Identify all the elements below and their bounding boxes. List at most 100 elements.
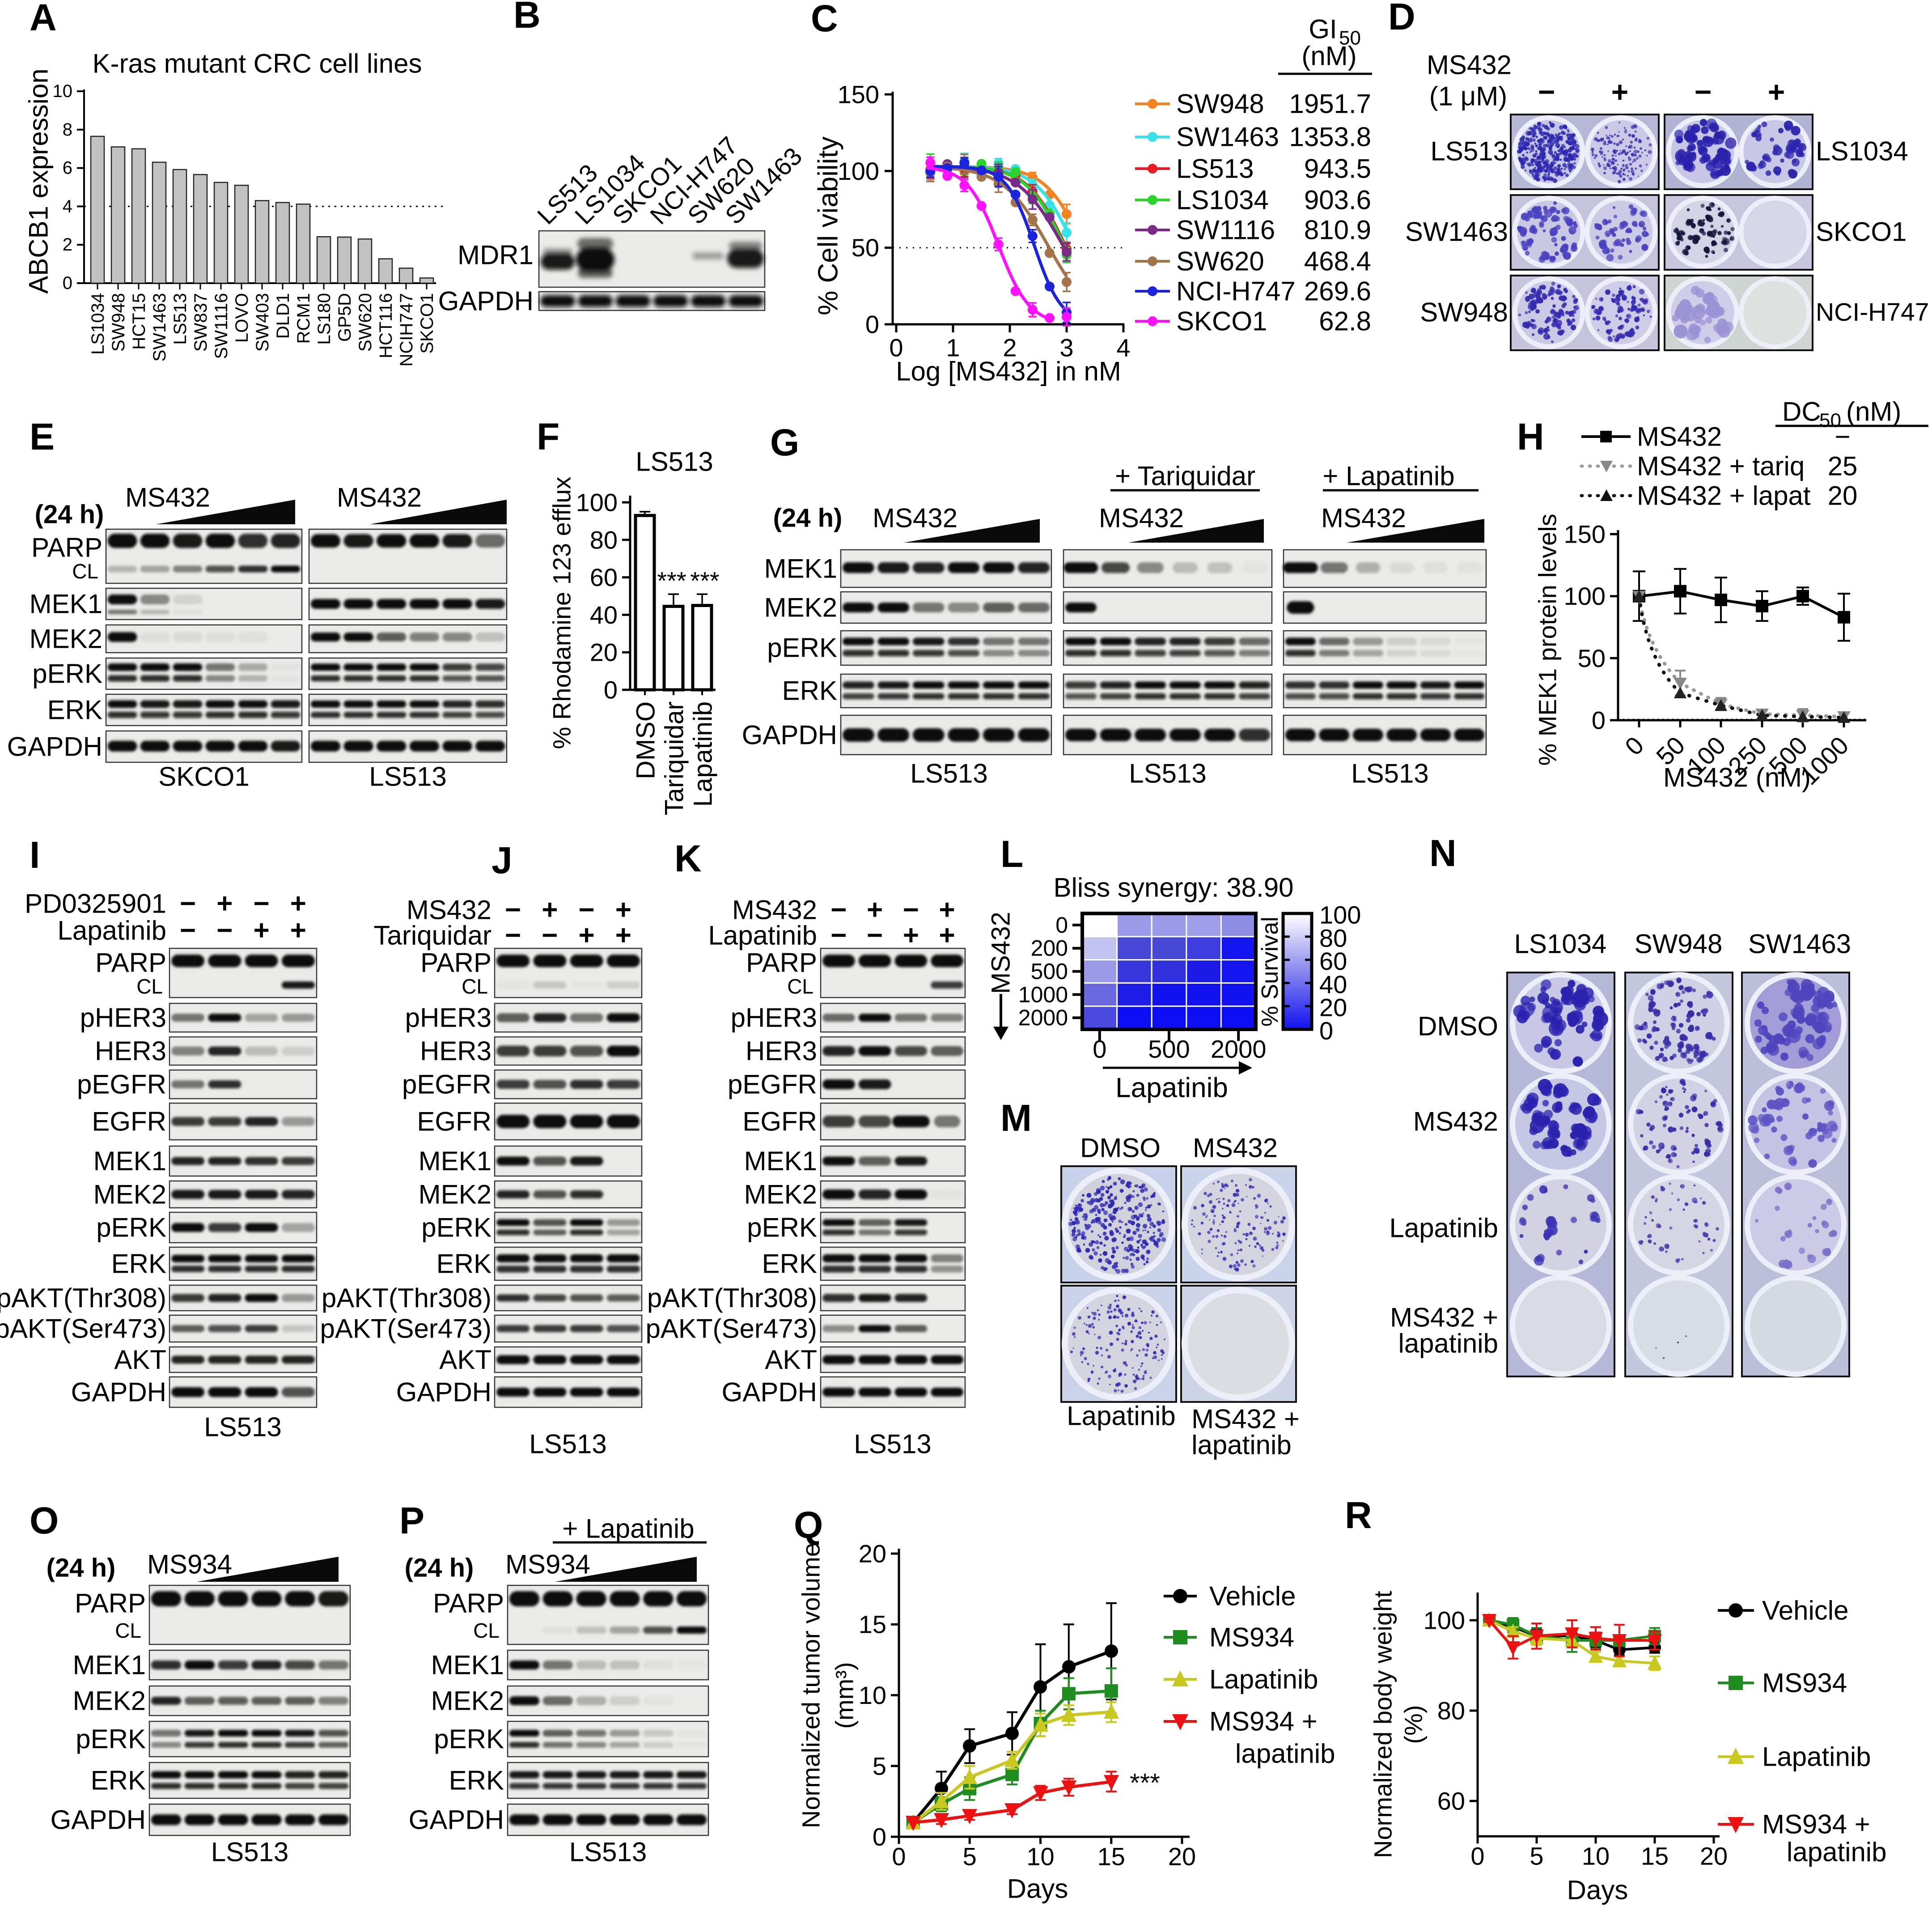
svg-text:20: 20 — [1700, 1842, 1728, 1870]
svg-text:MEK2: MEK2 — [419, 1180, 491, 1210]
svg-text:AKT: AKT — [439, 1345, 491, 1375]
svg-text:LS513: LS513 — [910, 759, 988, 789]
svg-text:+: + — [1768, 75, 1785, 108]
svg-text:8: 8 — [63, 120, 72, 140]
svg-text:40: 40 — [1319, 970, 1347, 998]
svg-text:Tariquidar: Tariquidar — [374, 921, 491, 951]
svg-text:+: + — [939, 895, 955, 926]
svg-text:NCIH747: NCIH747 — [397, 293, 416, 367]
svg-text:L: L — [1000, 833, 1023, 875]
svg-text:0: 0 — [604, 676, 618, 704]
svg-text:Vehicle: Vehicle — [1762, 1596, 1848, 1626]
svg-text:PARP: PARP — [31, 533, 102, 563]
svg-text:H: H — [1517, 416, 1544, 458]
svg-text:SW1116: SW1116 — [212, 293, 231, 359]
svg-text:0: 0 — [1055, 913, 1068, 938]
svg-text:% Rhodamine 123 efflux: % Rhodamine 123 efflux — [548, 476, 576, 749]
svg-text:100: 100 — [576, 488, 618, 517]
svg-text:NCI-H747: NCI-H747 — [1816, 298, 1929, 327]
svg-text:LS1034: LS1034 — [1816, 136, 1908, 166]
svg-text:pEGFR: pEGFR — [728, 1070, 817, 1100]
svg-text:LS1034: LS1034 — [1514, 929, 1607, 959]
svg-text:EGFR: EGFR — [417, 1107, 491, 1137]
svg-text:MS432: MS432 — [732, 895, 817, 925]
svg-text:GAPDH: GAPDH — [7, 732, 102, 762]
svg-text:100: 100 — [838, 157, 879, 185]
svg-text:pAKT(Thr308): pAKT(Thr308) — [322, 1283, 491, 1313]
svg-text:MS432: MS432 — [337, 483, 422, 513]
svg-text:MS934: MS934 — [147, 1550, 232, 1580]
svg-text:LOVO: LOVO — [232, 293, 252, 343]
svg-text:5: 5 — [873, 1752, 886, 1780]
svg-text:MEK1: MEK1 — [93, 1146, 166, 1176]
svg-text:MEK2: MEK2 — [93, 1180, 166, 1210]
svg-text:80: 80 — [590, 526, 618, 554]
svg-text:+: + — [867, 895, 883, 926]
svg-text:SW948: SW948 — [1635, 929, 1723, 959]
svg-text:NCI-H747: NCI-H747 — [1176, 276, 1296, 306]
svg-text:pERK: pERK — [434, 1724, 504, 1754]
svg-text:ABCB1 expression: ABCB1 expression — [24, 68, 54, 294]
svg-text:500: 500 — [1031, 959, 1068, 984]
svg-text:MS432: MS432 — [1427, 50, 1512, 80]
svg-text:PARP: PARP — [95, 948, 166, 978]
svg-text:GAPDH: GAPDH — [722, 1377, 817, 1407]
svg-text:500: 500 — [1148, 1035, 1190, 1063]
svg-text:GAPDH: GAPDH — [396, 1377, 491, 1407]
svg-text:EGFR: EGFR — [742, 1107, 817, 1137]
svg-text:2000: 2000 — [1018, 1005, 1068, 1030]
svg-text:MS432: MS432 — [1099, 503, 1184, 533]
svg-text:LS513: LS513 — [569, 1837, 647, 1867]
svg-text:468.4: 468.4 — [1304, 246, 1371, 276]
svg-text:−: − — [578, 895, 594, 926]
svg-text:Days: Days — [1007, 1874, 1068, 1904]
svg-text:+: + — [578, 920, 594, 951]
svg-text:−: − — [505, 895, 521, 926]
svg-text:150: 150 — [838, 81, 879, 109]
svg-text:pERK: pERK — [76, 1724, 146, 1754]
svg-text:LS1034: LS1034 — [1176, 185, 1269, 215]
svg-text:***: *** — [657, 567, 686, 595]
svg-text:MS432: MS432 — [1637, 422, 1722, 452]
svg-text:MS432: MS432 — [987, 912, 1016, 994]
svg-text:MEK1: MEK1 — [73, 1650, 146, 1680]
svg-text:(%): (%) — [1399, 1705, 1428, 1744]
svg-text:pHER3: pHER3 — [405, 1003, 491, 1033]
svg-text:lapatinib: lapatinib — [1191, 1430, 1292, 1460]
svg-text:lapatinib: lapatinib — [1235, 1739, 1335, 1769]
svg-text:40: 40 — [590, 601, 618, 629]
svg-text:Lapatinib: Lapatinib — [1762, 1742, 1871, 1772]
svg-text:0: 0 — [892, 1843, 906, 1871]
svg-text:pEGFR: pEGFR — [77, 1070, 166, 1100]
svg-text:0: 0 — [1093, 1035, 1106, 1063]
svg-text:−: − — [216, 915, 233, 946]
svg-text:GAPDH: GAPDH — [51, 1805, 146, 1835]
svg-text:J: J — [491, 839, 513, 881]
svg-text:(nM): (nM) — [1301, 41, 1356, 71]
svg-text:pERK: pERK — [421, 1213, 491, 1243]
svg-text:−: − — [1835, 422, 1850, 452]
svg-text:2000: 2000 — [1211, 1035, 1267, 1063]
svg-text:ERK: ERK — [111, 1249, 166, 1279]
svg-text:CL: CL — [115, 1619, 141, 1642]
svg-text:MS432 + lapat: MS432 + lapat — [1637, 481, 1811, 511]
svg-text:200: 200 — [1031, 936, 1068, 961]
svg-text:(mm³): (mm³) — [830, 1662, 859, 1729]
svg-text:MEK1: MEK1 — [30, 589, 102, 619]
svg-text:−: − — [180, 888, 196, 919]
svg-text:MDR1: MDR1 — [458, 240, 534, 270]
svg-text:% Survival: % Survival — [1257, 917, 1283, 1027]
svg-text:60: 60 — [1319, 947, 1347, 975]
svg-text:0: 0 — [1319, 1017, 1333, 1045]
svg-text:K: K — [674, 837, 702, 879]
svg-text:−: − — [867, 920, 883, 951]
svg-text:100: 100 — [1424, 1606, 1465, 1635]
svg-text:810.9: 810.9 — [1304, 215, 1371, 245]
svg-text:lapatinib: lapatinib — [1787, 1837, 1887, 1867]
svg-text:N: N — [1429, 832, 1457, 874]
svg-text:−: − — [1695, 75, 1712, 108]
svg-text:25: 25 — [1828, 451, 1858, 481]
svg-text:SW1116: SW1116 — [1176, 215, 1275, 245]
svg-text:SW948: SW948 — [1420, 297, 1508, 327]
svg-text:AKT: AKT — [114, 1345, 166, 1375]
